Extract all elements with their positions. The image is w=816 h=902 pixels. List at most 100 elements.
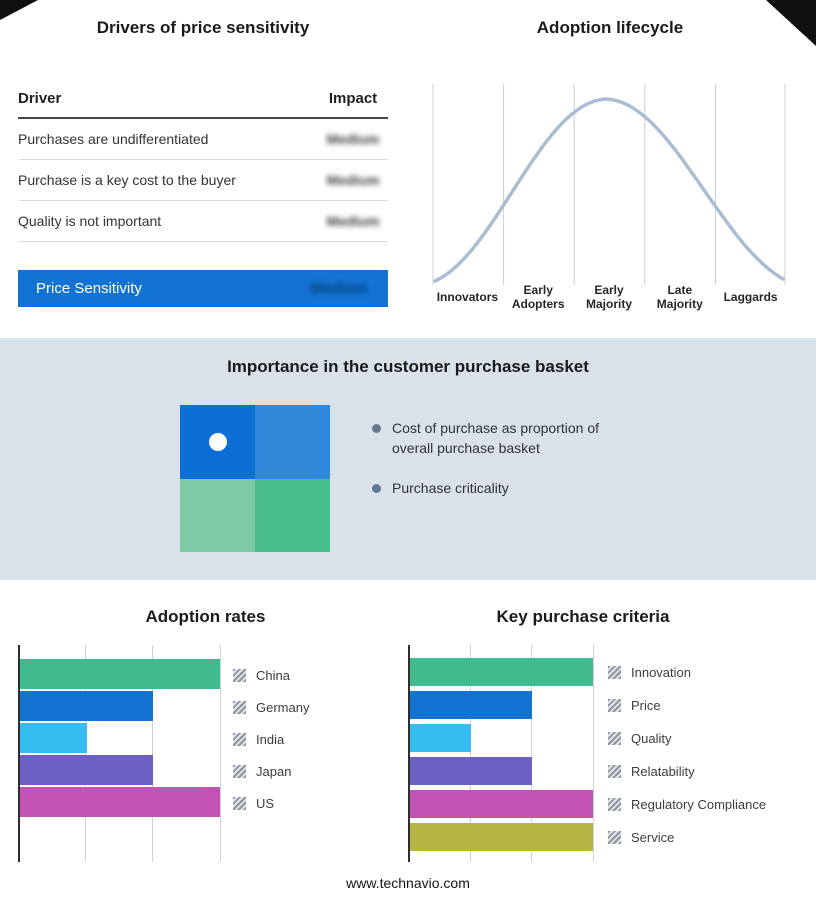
legend-swatch-icon xyxy=(608,666,621,679)
driver-cell: Purchases are undifferentiated xyxy=(18,131,209,147)
key-purchase-criteria-legend: Innovation Price Quality Relatability Re… xyxy=(608,656,766,854)
legend-item-china: China xyxy=(233,659,309,691)
legend-label: Regulatory Compliance xyxy=(631,797,767,812)
axis-label-early-adopters: Early Adopters xyxy=(511,283,565,312)
legend-item-japan: Japan xyxy=(233,755,309,787)
corner-decoration-right xyxy=(766,0,816,46)
legend-swatch-icon xyxy=(608,699,621,712)
price-sensitivity-label: Price Sensitivity xyxy=(36,280,142,297)
bullet-dot-icon xyxy=(372,424,381,433)
bar-japan xyxy=(20,755,154,785)
impact-value-blurred: Medium xyxy=(326,172,380,188)
basket-cell xyxy=(180,405,255,479)
axis-label-early-majority: Early Majority xyxy=(585,283,632,312)
bullet-list: Cost of purchase as proportion of overal… xyxy=(372,419,634,520)
bullet-text: Cost of purchase as proportion of overal… xyxy=(392,420,600,456)
adoption-rates-legend: China Germany India Japan US xyxy=(233,659,309,819)
legend-swatch-icon xyxy=(608,831,621,844)
legend-label: Service xyxy=(631,830,675,845)
legend-label: US xyxy=(256,795,275,811)
legend-swatch-icon xyxy=(608,798,621,811)
impact-value-blurred: Medium xyxy=(326,213,380,229)
legend-label: Quality xyxy=(631,731,672,746)
bar-us xyxy=(20,787,220,817)
legend-swatch-icon xyxy=(233,732,246,746)
basket-grid xyxy=(180,405,330,552)
legend-swatch-icon xyxy=(233,668,246,682)
legend-item-service: Service xyxy=(608,821,766,854)
legend-swatch-icon xyxy=(233,796,246,810)
axis-label-late-majority: Late Majority xyxy=(656,283,703,312)
drivers-panel-title: Drivers of price sensitivity xyxy=(96,18,310,37)
y-axis xyxy=(408,645,410,862)
legend-item-innovation: Innovation xyxy=(608,656,766,689)
axis-label-innovators: Innovators xyxy=(436,290,499,305)
gridline xyxy=(152,645,154,862)
bar-china xyxy=(20,659,220,689)
price-sensitivity-row: Price Sensitivity Medium xyxy=(18,270,388,307)
table-row: Purchases are undifferentiated Medium xyxy=(18,119,388,160)
bar-regulatory-compliance xyxy=(410,790,593,818)
bullet-dot-icon xyxy=(372,484,381,494)
legend-item-germany: Germany xyxy=(233,691,309,723)
legend-swatch-icon xyxy=(608,732,621,745)
bar-relatability xyxy=(410,757,532,785)
legend-label: India xyxy=(256,731,285,747)
drivers-table: Driver Impact Purchases are undifferenti… xyxy=(18,90,388,242)
bar-india xyxy=(20,723,87,753)
legend-label: Relatability xyxy=(631,764,695,779)
driver-cell: Quality is not important xyxy=(18,213,162,229)
footer-url: www.technavio.com xyxy=(346,875,470,891)
y-axis xyxy=(18,645,20,862)
legend-item-price: Price xyxy=(608,689,766,722)
lifecycle-axis-labels: Innovators Early Adopters Early Majority… xyxy=(432,283,786,312)
adoption-rates-title: Adoption rates xyxy=(145,607,266,626)
key-purchase-criteria-title: Key purchase criteria xyxy=(496,607,670,626)
driver-cell: Purchase is a key cost to the buyer xyxy=(18,172,236,188)
gridline xyxy=(219,645,221,862)
bar-group xyxy=(20,645,233,862)
key-purchase-criteria-chart xyxy=(408,645,605,862)
bar-service xyxy=(410,823,593,851)
gridline xyxy=(469,645,471,862)
bar-price xyxy=(410,691,532,719)
gridline xyxy=(531,645,533,862)
bar-innovation xyxy=(410,658,593,686)
bar-germany xyxy=(20,691,154,721)
gridline xyxy=(85,645,87,862)
corner-decoration-left xyxy=(0,0,38,20)
basket-band xyxy=(0,338,816,580)
dot-marker xyxy=(208,432,227,451)
impact-value-blurred: Medium xyxy=(326,131,380,147)
legend-item-us: US xyxy=(233,787,309,819)
basket-panel-title: Importance in the customer purchase bask… xyxy=(227,357,589,376)
lifecycle-panel-title: Adoption lifecycle xyxy=(536,18,684,37)
table-row: Purchase is a key cost to the buyer Medi… xyxy=(18,160,388,201)
basket-cell xyxy=(180,478,255,552)
legend-swatch-icon xyxy=(233,700,246,714)
bullet-item: Cost of purchase as proportion of overal… xyxy=(372,419,634,458)
adoption-lifecycle-chart xyxy=(432,84,786,285)
bullet-text: Purchase criticality xyxy=(392,480,509,497)
lifecycle-curve xyxy=(433,97,785,283)
bullet-item: Purchase criticality xyxy=(372,479,634,499)
legend-swatch-icon xyxy=(233,764,246,778)
basket-cell xyxy=(255,478,330,552)
legend-label: Price xyxy=(631,698,661,713)
gridline xyxy=(592,645,594,862)
legend-item-quality: Quality xyxy=(608,722,766,755)
legend-label: China xyxy=(256,667,290,683)
bar-group xyxy=(410,645,605,862)
impact-value-blurred: Medium xyxy=(310,280,368,297)
legend-item-relatability: Relatability xyxy=(608,755,766,788)
legend-label: Germany xyxy=(256,699,310,715)
table-row: Quality is not important Medium xyxy=(18,201,388,242)
legend-item-india: India xyxy=(233,723,309,755)
legend-label: Japan xyxy=(256,763,292,779)
table-header: Driver Impact xyxy=(18,90,388,119)
adoption-rates-chart xyxy=(18,645,233,862)
basket-cell xyxy=(255,405,330,479)
legend-label: Innovation xyxy=(631,665,691,680)
bar-quality xyxy=(410,724,471,752)
